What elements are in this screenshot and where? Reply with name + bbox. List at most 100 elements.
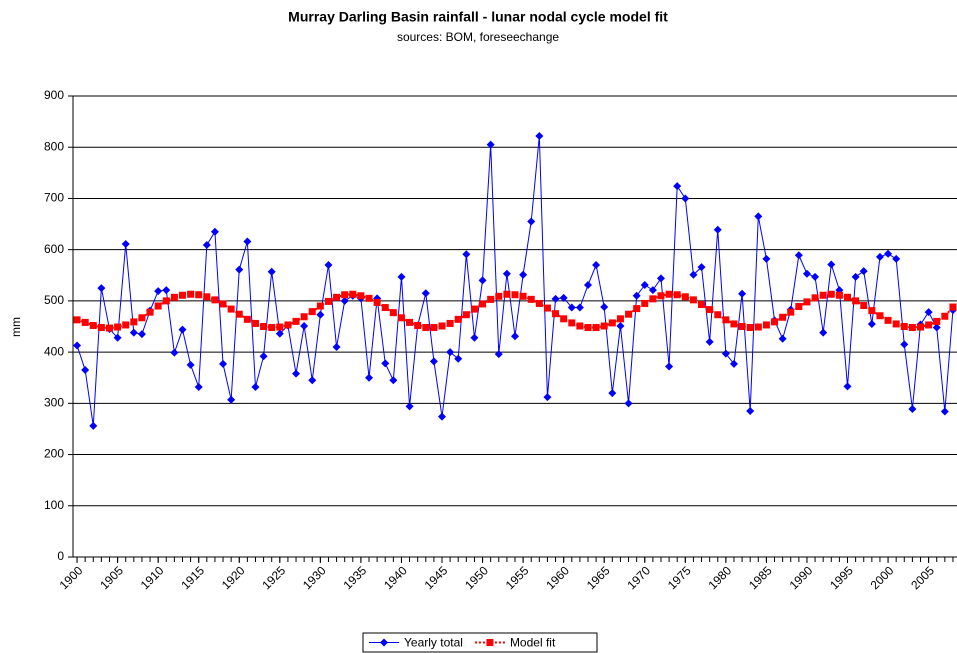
marker [754,323,762,331]
marker [543,393,552,402]
marker [81,318,89,326]
marker [575,303,584,312]
marker [243,315,251,323]
x-tick-label: 1945 [422,563,451,592]
x-tick-label: 1915 [178,563,207,592]
marker [851,272,860,281]
marker [941,312,949,320]
marker [746,407,755,416]
marker [487,295,495,303]
marker [771,318,779,326]
marker [73,316,81,324]
marker [616,315,624,323]
x-tick-label: 1995 [827,563,856,592]
marker [405,402,414,411]
marker [559,293,568,302]
marker [203,293,211,301]
marker [454,354,463,363]
marker [713,225,722,234]
y-tick-label: 700 [44,191,64,205]
marker [867,319,876,328]
marker [519,292,527,300]
marker [235,265,244,274]
marker [908,404,917,413]
marker [479,300,487,308]
y-axis-label: mm [9,317,23,337]
marker [844,293,852,301]
marker [275,329,284,338]
marker [389,376,398,385]
marker [73,341,82,350]
marker [738,289,747,298]
marker [462,250,471,259]
marker [673,291,681,299]
marker [454,315,462,323]
marker [933,317,941,325]
marker [235,310,243,318]
marker [925,321,933,329]
marker [551,294,560,303]
marker [146,308,154,316]
marker [576,322,584,330]
marker [308,308,316,316]
marker [689,296,697,304]
marker [121,240,130,249]
marker [186,360,195,369]
marker [105,324,113,332]
marker [154,302,162,310]
marker [137,330,146,339]
marker [868,307,876,315]
marker [502,269,511,278]
marker [633,305,641,313]
marker [178,291,186,299]
marker [414,321,422,329]
marker [422,324,430,332]
marker [787,308,795,316]
marker [446,319,454,327]
marker [689,270,698,279]
x-tick-label: 1965 [584,563,613,592]
marker [227,395,236,404]
marker [276,323,284,331]
marker [227,305,235,313]
marker [130,318,138,326]
x-tick-label: 1970 [624,563,653,592]
marker [527,295,535,303]
marker [251,319,259,327]
marker [721,349,730,358]
marker [924,308,933,317]
marker [162,297,170,305]
series-line [76,135,954,426]
marker [608,389,617,398]
marker [852,297,860,305]
marker [827,290,835,298]
marker [932,323,941,332]
marker [194,382,203,391]
marker [722,316,730,324]
marker [438,322,446,330]
marker [195,291,203,299]
marker [373,298,381,306]
marker [714,311,722,319]
marker [632,291,641,300]
marker [535,131,544,140]
x-tick-label: 1975 [665,563,694,592]
marker [705,337,714,346]
marker [494,350,503,359]
marker [300,321,309,330]
marker [795,303,803,311]
marker [543,304,551,312]
marker [649,295,657,303]
marker [365,373,374,382]
legend-marker [486,639,494,646]
marker [600,303,609,312]
marker [940,407,949,416]
marker [357,292,365,300]
y-tick-label: 900 [44,88,64,102]
marker [308,376,317,385]
marker [535,299,543,307]
marker [584,324,592,332]
y-tick-label: 100 [44,498,64,512]
marker [495,292,503,300]
marker [438,412,447,421]
